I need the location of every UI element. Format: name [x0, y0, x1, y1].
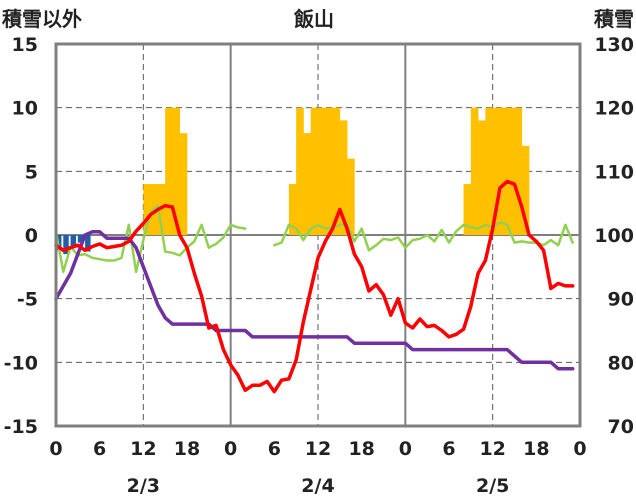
chart-title: 飯山: [293, 7, 334, 31]
x-tick: 0: [399, 438, 412, 460]
snowfall-bar: [157, 184, 166, 235]
x-tick: 6: [93, 438, 106, 460]
snowfall-bar: [499, 107, 508, 235]
left-axis-label: 積雪以外: [2, 7, 82, 31]
snowfall-bars: [143, 107, 530, 235]
snowfall-bar: [514, 107, 523, 235]
snowfall-bar: [332, 107, 341, 235]
x-tick: 18: [348, 438, 374, 460]
y-tick-right: 110: [594, 161, 634, 183]
snowfall-bar: [179, 133, 188, 235]
snowfall-bar: [347, 158, 355, 235]
precipitation-bar: [77, 235, 84, 243]
snowfall-bar: [143, 184, 151, 235]
snowfall-bar: [521, 145, 530, 235]
y-tick-right: 70: [608, 416, 634, 438]
temperature-line: [54, 179, 575, 394]
snowfall-bar: [288, 184, 297, 235]
plot-frame: [54, 42, 582, 428]
y-tick-right: 80: [608, 352, 634, 374]
snowfall-bar: [303, 133, 312, 235]
snowfall-bar: [318, 107, 326, 235]
date-labels: 2/3 2/4 2/5: [127, 475, 510, 497]
left-y-ticks: 15 10 5 0 -5 -10 -15: [4, 34, 38, 438]
snowfall-bar: [485, 107, 493, 235]
y-tick-left: 10: [12, 98, 38, 120]
y-tick-right: 90: [608, 289, 634, 311]
y-tick-left: -10: [4, 352, 38, 374]
y-tick-left: 15: [12, 34, 38, 56]
snow_depth-line: [54, 230, 575, 371]
snowfall-bar: [470, 107, 479, 235]
snowfall-bar: [165, 107, 173, 235]
y-tick-left: -15: [4, 416, 38, 438]
wind-line: [273, 221, 574, 252]
x-tick: 0: [573, 438, 586, 460]
x-tick: 12: [479, 438, 505, 460]
snowfall-bar: [492, 107, 501, 235]
precipitation-bar: [85, 235, 91, 252]
precipitation-bar: [63, 235, 69, 255]
y-tick-right: 100: [594, 225, 634, 247]
x-tick: 6: [268, 438, 281, 460]
right-axis-label: 積雪: [594, 7, 634, 31]
x-tick: 12: [305, 438, 331, 460]
precipitation-bar: [70, 235, 77, 248]
snowfall-bar: [172, 107, 181, 235]
date-label: 2/5: [476, 475, 509, 497]
x-tick: 6: [442, 438, 455, 460]
x-tick: 0: [224, 438, 237, 460]
snowfall-bar: [478, 120, 486, 235]
y-tick-right: 130: [594, 34, 634, 56]
y-tick-right: 120: [594, 98, 634, 120]
snowfall-bar: [310, 107, 319, 235]
right-y-ticks: 130 120 110 100 90 80 70: [594, 34, 634, 438]
wind-line: [54, 204, 247, 274]
x-tick: 12: [130, 438, 156, 460]
snowfall-bar: [463, 184, 472, 235]
x-tick: 18: [523, 438, 549, 460]
x-tick: 18: [174, 438, 200, 460]
date-label: 2/4: [301, 475, 334, 497]
x-ticks: 0 6 12 18 0 6 12 18 0 6 12 18 0: [49, 438, 586, 460]
x-tick: 0: [49, 438, 62, 460]
y-tick-left: -5: [17, 289, 38, 311]
snowfall-bar: [325, 107, 333, 235]
snowfall-bar: [296, 107, 304, 235]
y-tick-left: 0: [25, 225, 38, 247]
snowfall-bar: [507, 107, 515, 235]
snowfall-bar: [339, 120, 348, 235]
y-tick-left: 5: [25, 161, 38, 183]
series-lines: [54, 179, 575, 394]
date-label: 2/3: [127, 475, 160, 497]
